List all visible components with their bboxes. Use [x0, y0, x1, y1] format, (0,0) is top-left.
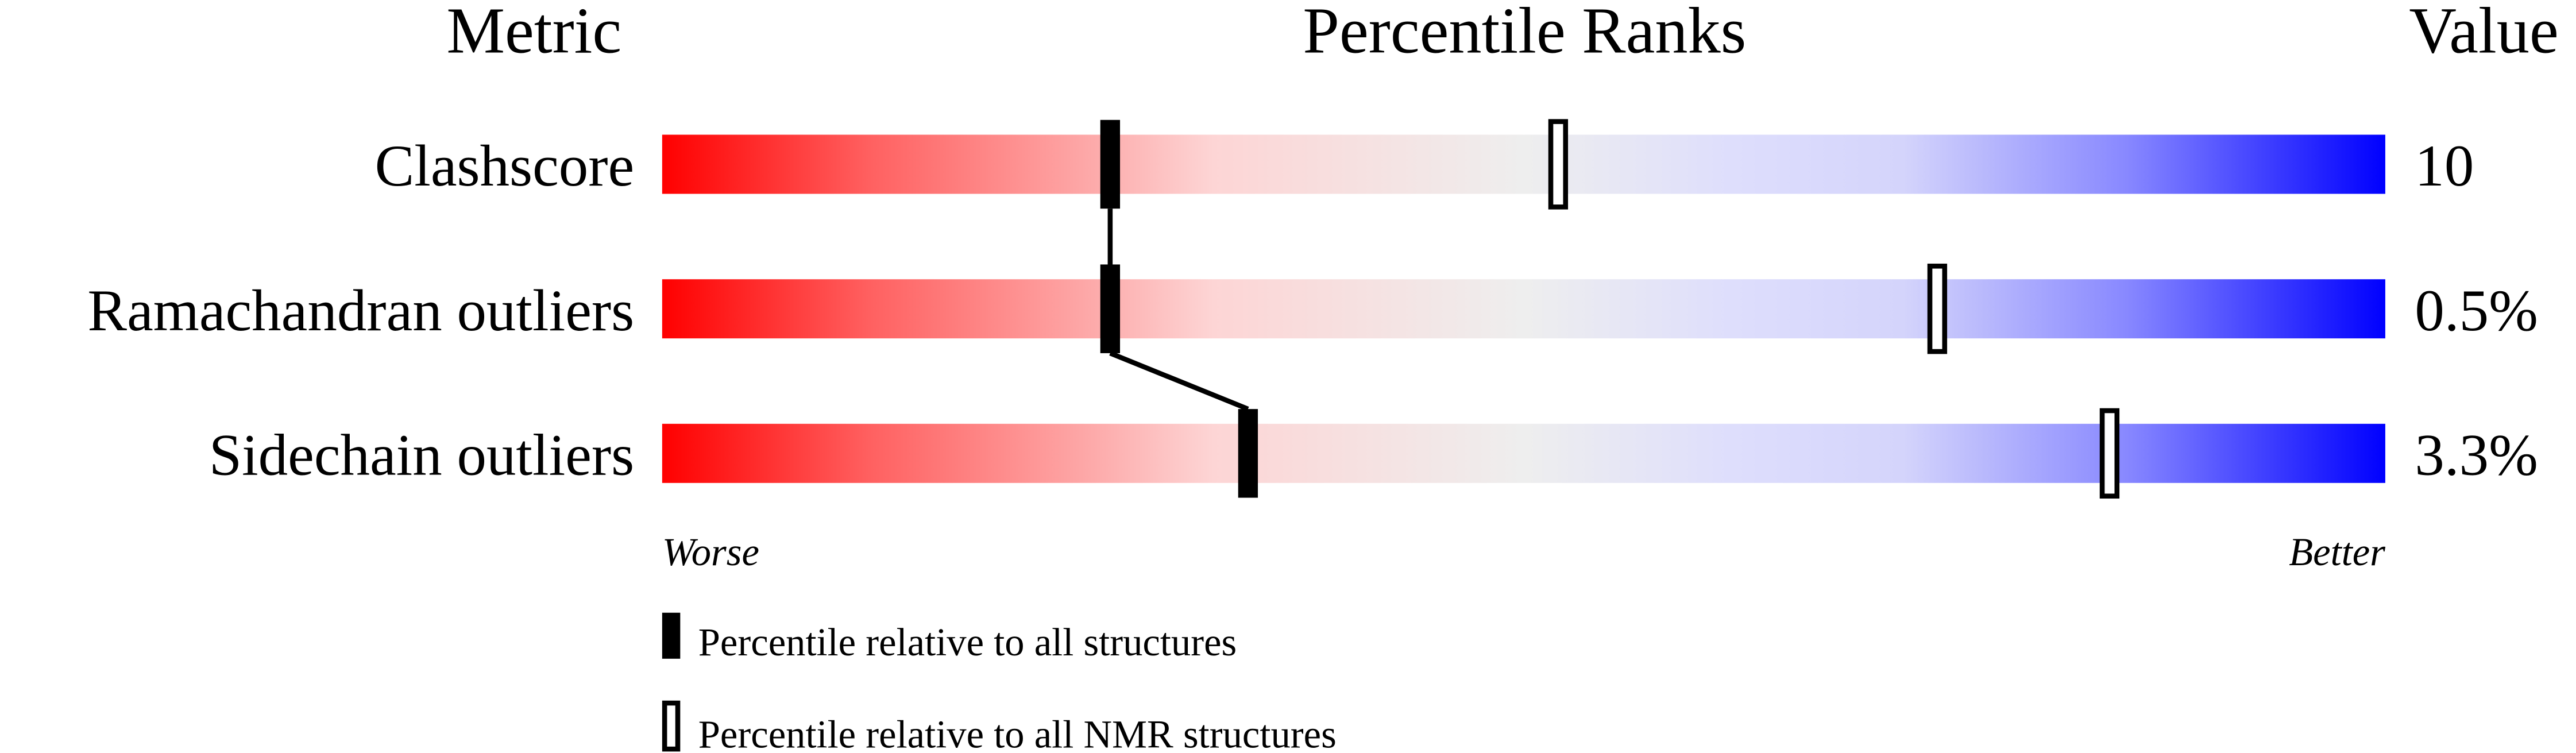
percentile-bar: [662, 134, 2385, 194]
metric-label: Sidechain outliers: [209, 423, 634, 488]
marker-nmr-structures: [1927, 264, 1948, 354]
metric-value: 10: [2415, 133, 2474, 199]
marker-nmr-structures: [1548, 119, 1569, 210]
legend-marker-filled: [662, 612, 681, 659]
percentile-bar: [662, 423, 2385, 483]
axis-label-worse: Worse: [662, 530, 759, 574]
legend-label-nmr: Percentile relative to all NMR structure…: [698, 712, 1337, 753]
legend-label-all: Percentile relative to all structures: [698, 620, 1237, 664]
percentile-bar: [662, 279, 2385, 339]
metric-label: Ramachandran outliers: [87, 278, 634, 343]
header-value: Value: [2409, 0, 2558, 67]
marker-nmr-structures: [2099, 408, 2120, 499]
marker-all-structures: [1100, 119, 1121, 209]
marker-all-structures: [1100, 264, 1121, 353]
marker-all-structures: [1238, 409, 1258, 498]
metric-value: 3.3%: [2415, 423, 2538, 488]
connector-line: [1109, 350, 1249, 412]
legend-marker-open: [662, 700, 681, 752]
header-percentile-ranks: Percentile Ranks: [1303, 0, 1746, 67]
header-metric: Metric: [446, 0, 621, 67]
metric-label: Clashscore: [375, 133, 635, 199]
metric-value: 0.5%: [2415, 278, 2538, 343]
axis-label-better: Better: [2289, 530, 2385, 574]
